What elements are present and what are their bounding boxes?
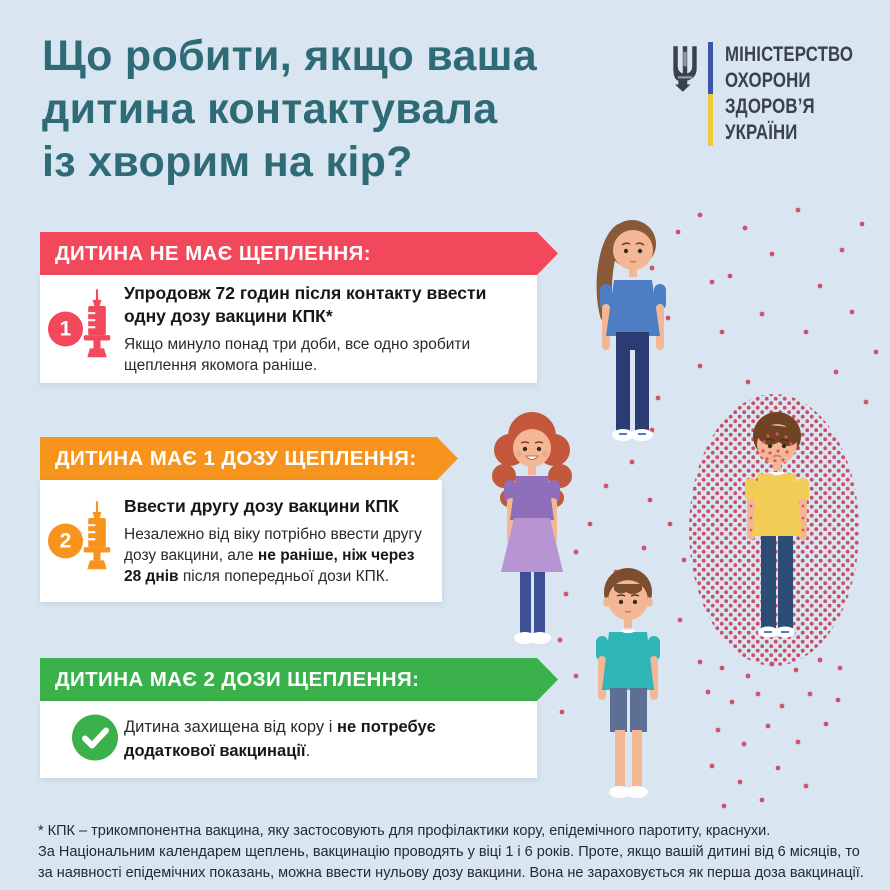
footnote-line: За Національним календарем щеплень, вакц…	[38, 844, 860, 861]
syringe-icon	[83, 289, 111, 358]
tryzub-icon	[673, 46, 697, 92]
title-line: із хворим на кір?	[42, 138, 413, 186]
ministry-logo: МІНІСТЕРСТВО ОХОРОНИ ЗДОРОВ’Я УКРАЇНИ	[670, 42, 885, 146]
banner-one-dose: ДИТИНА МАЄ 1 ДОЗУ ЩЕПЛЕННЯ:	[40, 437, 458, 480]
syringe-icon	[83, 501, 111, 570]
card-no-vaccination: 1 Упродовж 72 годин після контакту ввест…	[40, 275, 537, 383]
flag-bar	[708, 42, 713, 146]
footnote: * КПК – трикомпонентна вакцина, яку заст…	[38, 821, 868, 884]
illustration-boy-sick	[745, 412, 809, 638]
illustration-girl-curly	[492, 412, 572, 644]
illustration-girl-ponytail	[596, 220, 666, 441]
title-line: дитина контактувала	[42, 85, 498, 133]
card-heading: Упродовж 72 годин після контакту ввести …	[124, 283, 487, 326]
step-1-badge: 1	[48, 311, 83, 347]
illustration-boy-teal	[596, 568, 660, 798]
card-body: Дитина захищена від кору і не потребує д…	[124, 718, 436, 760]
footnote-line: * КПК – трикомпонентна вакцина, яку заст…	[38, 823, 771, 839]
flag-yellow	[708, 94, 713, 146]
step-2-badge: 2	[48, 523, 83, 559]
banner-two-doses: ДИТИНА МАЄ 2 ДОЗИ ЩЕПЛЕННЯ:	[40, 658, 558, 701]
page-title: Що робити, якщо ваша дитина контактувала…	[42, 30, 622, 189]
card-one-dose: 2 Ввести другу дозу вакцини КПК Незалежн…	[40, 480, 442, 602]
card-body: Незалежно від віку потрібно ввести другу…	[124, 525, 422, 585]
card-heading: Ввести другу дозу вакцини КПК	[124, 496, 399, 516]
flag-blue	[708, 42, 713, 94]
banner-no-vaccination: ДИТИНА НЕ МАЄ ЩЕПЛЕННЯ:	[40, 232, 558, 275]
title-line: Що робити, якщо ваша	[42, 32, 538, 80]
ministry-name: МІНІСТЕРСТВО ОХОРОНИ ЗДОРОВ’Я УКРАЇНИ	[725, 43, 854, 144]
footnote-line: за наявності епідемічних показань, можна…	[38, 865, 864, 882]
check-icon	[72, 714, 118, 765]
card-body: Якщо минуло понад три доби, все одно зро…	[124, 335, 471, 374]
card-two-doses: Дитина захищена від кору і не потребує д…	[40, 701, 537, 778]
